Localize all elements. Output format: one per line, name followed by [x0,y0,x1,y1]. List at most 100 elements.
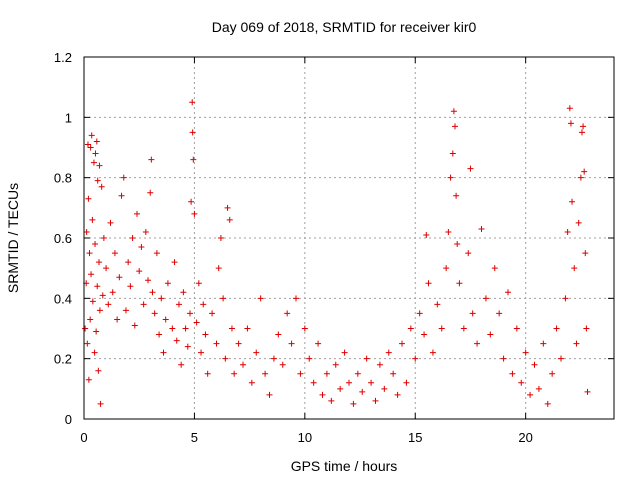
data-point [224,204,231,211]
data-point [434,301,441,308]
data-point [222,355,229,362]
data-point [202,331,209,338]
data-point [158,295,165,302]
data-point [491,265,498,272]
data-point [215,265,222,272]
data-point [82,325,89,332]
data-point [262,370,269,377]
data-point [465,250,472,257]
data-point [217,235,224,241]
data-point [94,283,101,290]
data-point [337,385,344,392]
data-point [129,235,136,241]
data-point [94,177,101,184]
data-point [315,340,322,347]
data-point [469,310,476,317]
data-point [578,129,585,136]
axis-ticks: 0 5 10 15 20 0 0.2 0.4 0.6 0.8 1 1.2 [54,50,614,445]
data-point [148,156,155,163]
data-point [235,340,242,347]
data-point [381,385,388,392]
data-point [390,370,397,377]
data-point [184,343,191,350]
data-point [85,376,92,383]
data-point [122,307,129,314]
data-point [416,310,423,317]
data-point [310,379,317,386]
data-point [454,241,461,248]
data-point [288,340,295,347]
data-point [403,379,410,386]
data-point [145,277,152,284]
data-point [96,259,103,266]
data-point [443,265,450,272]
data-point [156,331,163,338]
data-point [319,391,326,398]
data-point [136,268,143,275]
data-point [394,391,401,398]
data-point [482,295,489,302]
data-point [175,301,182,308]
data-point [131,322,138,329]
data-point [284,310,291,317]
data-point [421,331,428,338]
data-point [328,397,335,404]
data-point [195,280,202,287]
data-point [453,192,460,199]
data-point [368,379,375,386]
data-point [350,400,357,407]
y-tick-label: 1 [65,110,72,125]
data-point [549,370,556,377]
data-point [226,216,233,223]
data-point [500,355,507,362]
data-point [449,150,456,157]
data-point [231,370,238,377]
data-point [423,231,430,238]
data-point [301,325,308,332]
data-point [567,120,574,127]
data-point [399,340,405,347]
data-point [191,210,198,217]
data-point [270,355,277,362]
x-tick-label: 20 [518,430,532,445]
data-point [105,301,112,308]
data-point [89,216,96,223]
data-point [149,289,156,296]
data-point [341,349,348,356]
data-point [253,349,260,356]
data-point [193,319,200,326]
data-point [153,250,160,257]
x-tick-label: 5 [191,430,198,445]
data-point [85,195,92,202]
data-point [571,265,578,272]
data-point [87,144,94,151]
data-point [429,349,436,356]
data-point [190,156,197,163]
data-point [452,123,458,130]
data-point [91,349,98,356]
data-point [580,123,587,130]
data-point [279,361,286,368]
y-tick-label: 1.2 [54,50,72,65]
data-point [496,310,503,317]
data-point [116,274,123,281]
data-point [306,355,313,362]
data-point [84,141,91,148]
data-point [171,259,178,266]
data-point [95,367,102,374]
data-point [266,391,273,398]
y-tick-label: 0.2 [54,352,72,367]
data-point [200,301,207,308]
data-point [293,295,299,302]
data-point [487,331,494,338]
data-point [151,310,158,317]
data-point [86,250,93,257]
data-point [407,325,414,332]
data-point [160,349,167,356]
data-point [188,198,195,205]
data-point [474,340,481,347]
data-point [164,280,171,287]
data-point [138,244,145,251]
data-point [204,370,211,377]
